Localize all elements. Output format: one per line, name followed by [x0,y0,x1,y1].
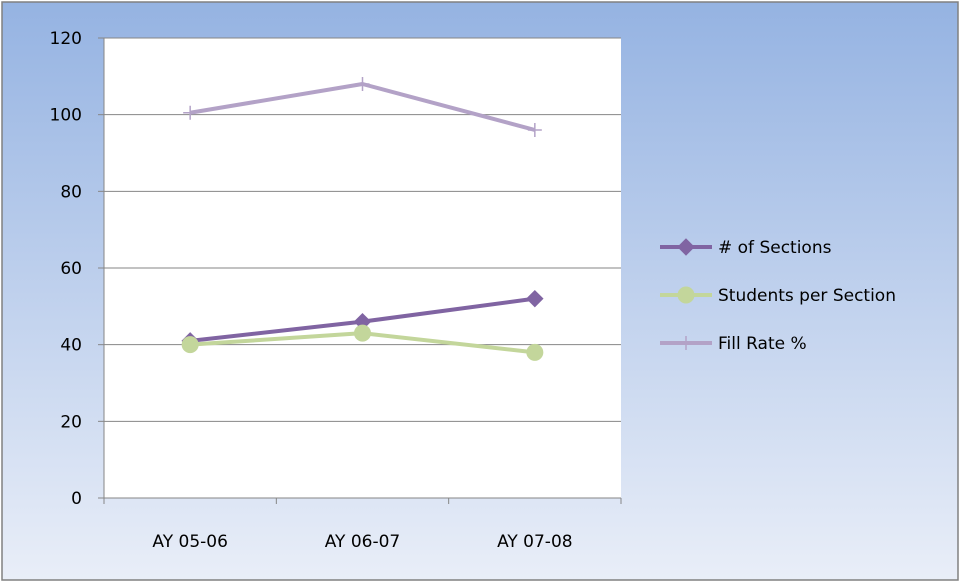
legend-marker [679,336,693,350]
legend-label: # of Sections [718,238,832,258]
data-point [181,336,199,354]
y-tick-label: 100 [50,106,82,126]
x-tick-label: AY 06-07 [325,532,401,552]
legend-label: Students per Section [718,286,896,306]
x-tick-label: AY 05-06 [152,532,228,552]
data-point [355,77,370,91]
y-tick-label: 60 [60,259,82,279]
legend-item: Fill Rate % [660,334,807,354]
x-tick-label: AY 07-08 [497,532,573,552]
data-point [354,324,371,342]
data-point [526,343,544,361]
series-2 [183,77,542,137]
y-tick-label: 120 [50,29,82,49]
data-point [526,289,544,308]
y-tick-label: 40 [60,336,82,356]
data-point [527,123,542,137]
legend-item: Students per Section [660,286,896,306]
legend-marker [677,238,695,256]
y-tick-label: 0 [71,489,82,509]
legend-item: # of Sections [660,238,832,258]
series-1 [181,324,544,361]
legend-marker [677,286,695,304]
y-tick-label: 20 [60,412,82,432]
legend-label: Fill Rate % [718,334,807,354]
axes: 0 20 40 60 80 100 120 AY 05-06 AY 06-07 AY 07-08 [50,29,622,552]
legend: # of Sections Students per Section Fill Ra… [660,238,896,354]
series-layer [181,77,544,361]
data-point [183,105,198,120]
y-tick-label: 80 [60,182,82,202]
